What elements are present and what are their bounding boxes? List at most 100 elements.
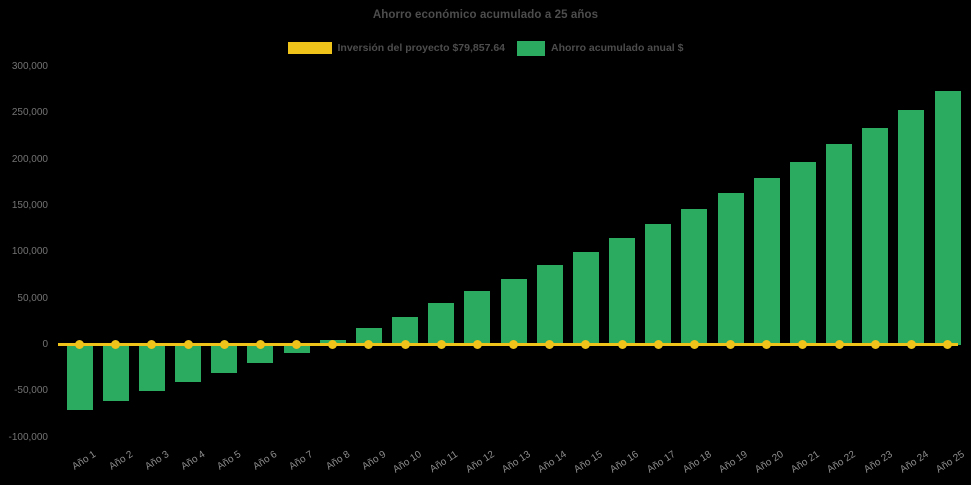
line-marker-dot: [581, 339, 591, 349]
y-axis-tick-label: 300,000: [11, 61, 48, 72]
legend-item-ahorro: Ahorro acumulado anual $: [517, 40, 684, 56]
x-axis-label: Año 22: [825, 448, 859, 475]
bar: [283, 345, 310, 354]
bar: [464, 291, 491, 346]
legend-label-ahorro: Ahorro acumulado anual $: [551, 42, 684, 54]
x-axis-label: Año 18: [680, 448, 714, 475]
x-axis-label: Año 16: [608, 448, 642, 475]
line-marker-dot: [472, 339, 482, 349]
line-marker-dot: [617, 339, 627, 349]
bar: [102, 345, 129, 401]
bar: [211, 345, 238, 373]
x-axis-label: Año 9: [359, 448, 388, 472]
line-marker-dot: [364, 339, 374, 349]
bar: [355, 328, 382, 346]
y-axis-tick-label: 100,000: [11, 246, 48, 258]
y-axis-tick-label: 250,000: [11, 107, 48, 119]
bar: [934, 91, 961, 346]
line-marker-dot: [653, 339, 663, 349]
line-marker-dot: [328, 339, 338, 349]
x-axis-label: Año 6: [251, 448, 280, 472]
x-axis-label: Año 7: [287, 448, 316, 472]
y-axis-tick-label: 200,000: [11, 153, 48, 165]
x-axis-label: Año 20: [753, 448, 786, 475]
x-axis-label: Año 4: [179, 448, 208, 472]
line-marker-dot: [762, 339, 772, 349]
bar: [898, 109, 925, 346]
line-marker-dot: [834, 339, 844, 349]
y-axis-tick-label: 0: [42, 339, 48, 351]
line-marker-dot: [292, 339, 302, 349]
x-axis-label: Año 11: [428, 448, 461, 475]
gridline: [58, 437, 958, 439]
bar: [826, 143, 853, 346]
line-marker-dot: [798, 339, 808, 349]
bar: [536, 265, 563, 346]
savings-bar-swatch: [517, 40, 546, 56]
bar: [645, 223, 672, 346]
line-marker-dot: [147, 339, 157, 349]
y-axis-tick-label: -50,000: [14, 385, 48, 397]
line-marker-dot: [75, 339, 84, 349]
line-marker-dot: [436, 339, 446, 349]
bar: [175, 345, 201, 383]
line-marker-dot: [726, 339, 736, 349]
bar: [428, 303, 455, 346]
bar: [753, 178, 780, 346]
line-marker-dot: [870, 339, 880, 349]
x-axis-label: Año 12: [463, 448, 497, 475]
x-axis-label: Año 21: [789, 448, 822, 475]
line-marker-dot: [255, 339, 265, 349]
gridline: [58, 390, 958, 392]
bar: [862, 128, 889, 346]
x-axis-label: Año 15: [572, 448, 605, 475]
y-axis-tick-label: 150,000: [11, 200, 48, 212]
bar: [609, 237, 636, 346]
x-axis-label: Año 24: [897, 448, 931, 475]
legend-item-inversion: Inversión del proyecto $79,857.64: [287, 42, 506, 54]
investment-line: [58, 342, 958, 346]
legend: Inversión del proyecto $79,857.64 Ahorro…: [0, 40, 971, 56]
line-marker-dot: [545, 339, 555, 349]
bar: [717, 193, 744, 346]
line-marker-dot: [219, 339, 229, 349]
y-axis-tick-label: 50,000: [17, 292, 48, 304]
bar: [138, 345, 165, 391]
investment-line-swatch: [287, 42, 332, 54]
line-marker-dot: [400, 339, 410, 349]
x-axis-label: Año 23: [861, 448, 895, 475]
line-marker-dot: [183, 339, 193, 349]
gridline: [58, 251, 958, 253]
bar: [247, 345, 274, 363]
x-axis-label: Año 17: [644, 448, 678, 475]
line-marker-dot: [689, 339, 699, 349]
bar: [681, 208, 708, 346]
line-marker-dot: [943, 339, 953, 349]
x-axis-label: Año 10: [391, 448, 425, 475]
x-axis-label: Año 1: [70, 448, 99, 472]
x-axis-label: Año 13: [499, 448, 533, 475]
x-axis-label: Año 8: [323, 448, 352, 472]
line-marker-dot: [111, 339, 121, 349]
x-axis-label: Año 14: [536, 448, 569, 475]
x-axis-label: Año 3: [142, 448, 171, 472]
x-axis-label: Año 2: [106, 448, 135, 472]
bar: [66, 345, 93, 410]
chart-title: Ahorro económico acumulado a 25 años: [372, 9, 599, 21]
bar: [572, 252, 599, 346]
gridline: [58, 159, 958, 161]
bar: [500, 279, 527, 346]
x-axis-label: Año 5: [215, 448, 244, 472]
gridline: [58, 112, 958, 114]
legend-label-inversion: Inversión del proyecto $79,857.64: [337, 42, 506, 54]
line-marker-dot: [509, 339, 519, 349]
x-axis-label: Año 25: [934, 448, 967, 475]
y-axis-tick-label: -100,000: [8, 431, 48, 443]
gridline: [58, 205, 958, 207]
x-axis-label: Año 19: [716, 448, 750, 475]
line-marker-dot: [906, 339, 916, 349]
gridline: [58, 66, 958, 68]
bar: [789, 161, 816, 346]
